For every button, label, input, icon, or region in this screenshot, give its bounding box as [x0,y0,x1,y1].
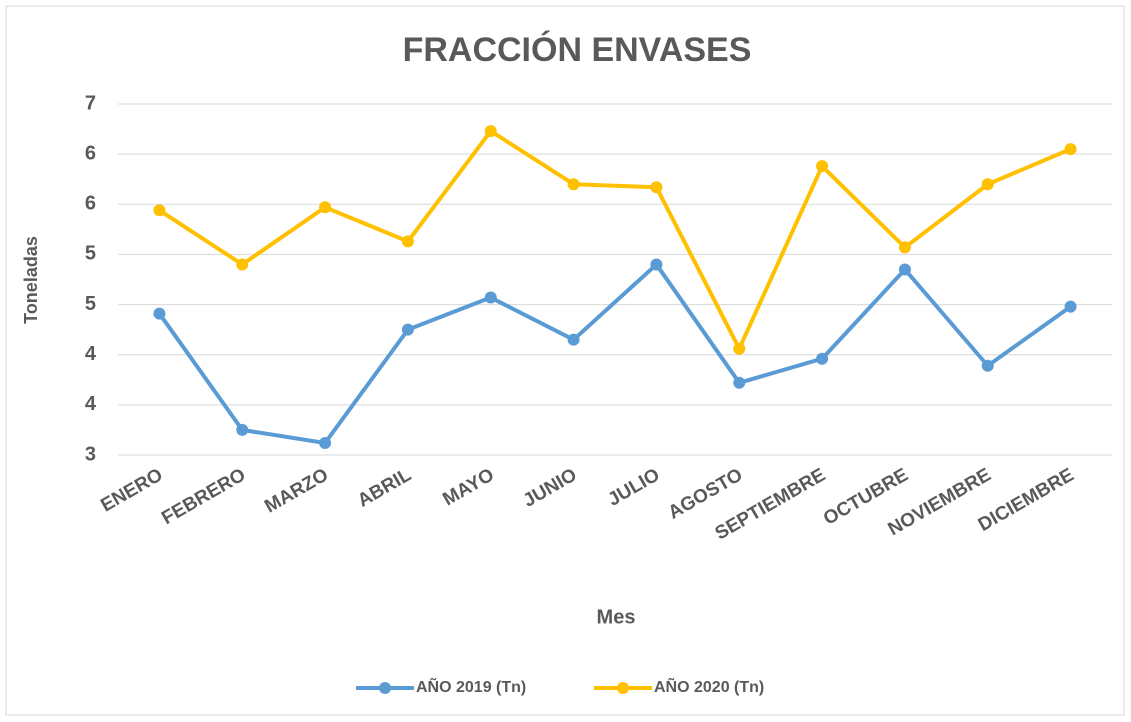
x-axis-label: Mes [597,606,636,628]
point [401,235,414,248]
y-tick-label: 6 [85,142,96,164]
y-tick-label: 4 [85,393,97,415]
point [1064,143,1077,156]
point [319,201,332,214]
point [1064,300,1077,313]
legend-marker [617,682,629,694]
point [567,178,580,191]
point [484,125,497,138]
point [733,342,746,355]
point [816,160,829,173]
point [567,333,580,346]
legend-marker [379,682,391,694]
y-tick-label: 3 [85,443,96,465]
point [981,359,994,372]
point [319,436,332,449]
point [650,181,663,194]
y-tick-label: 4 [85,343,97,365]
point [236,258,249,271]
legend-label: AÑO 2019 (Tn) [416,676,526,696]
series-line [158,129,1072,351]
y-tick-label: 5 [85,293,96,315]
legend-label: AÑO 2020 (Tn) [654,676,764,696]
y-tick-label: 5 [85,243,96,265]
y-tick-label: 6 [85,193,96,215]
point [981,178,994,191]
chart-border [5,5,1125,716]
y-axis-label: Toneladas [21,236,41,324]
chart-title: FRACCIÓN ENVASES [403,31,752,69]
point [484,291,497,304]
y-tick-label: 7 [85,92,96,114]
point [153,307,166,320]
point [236,423,249,436]
point [650,258,663,271]
point [153,204,166,217]
point [898,241,911,254]
point [733,376,746,389]
point [401,323,414,336]
series-line [157,262,1072,445]
point [816,352,829,365]
point [898,263,911,276]
